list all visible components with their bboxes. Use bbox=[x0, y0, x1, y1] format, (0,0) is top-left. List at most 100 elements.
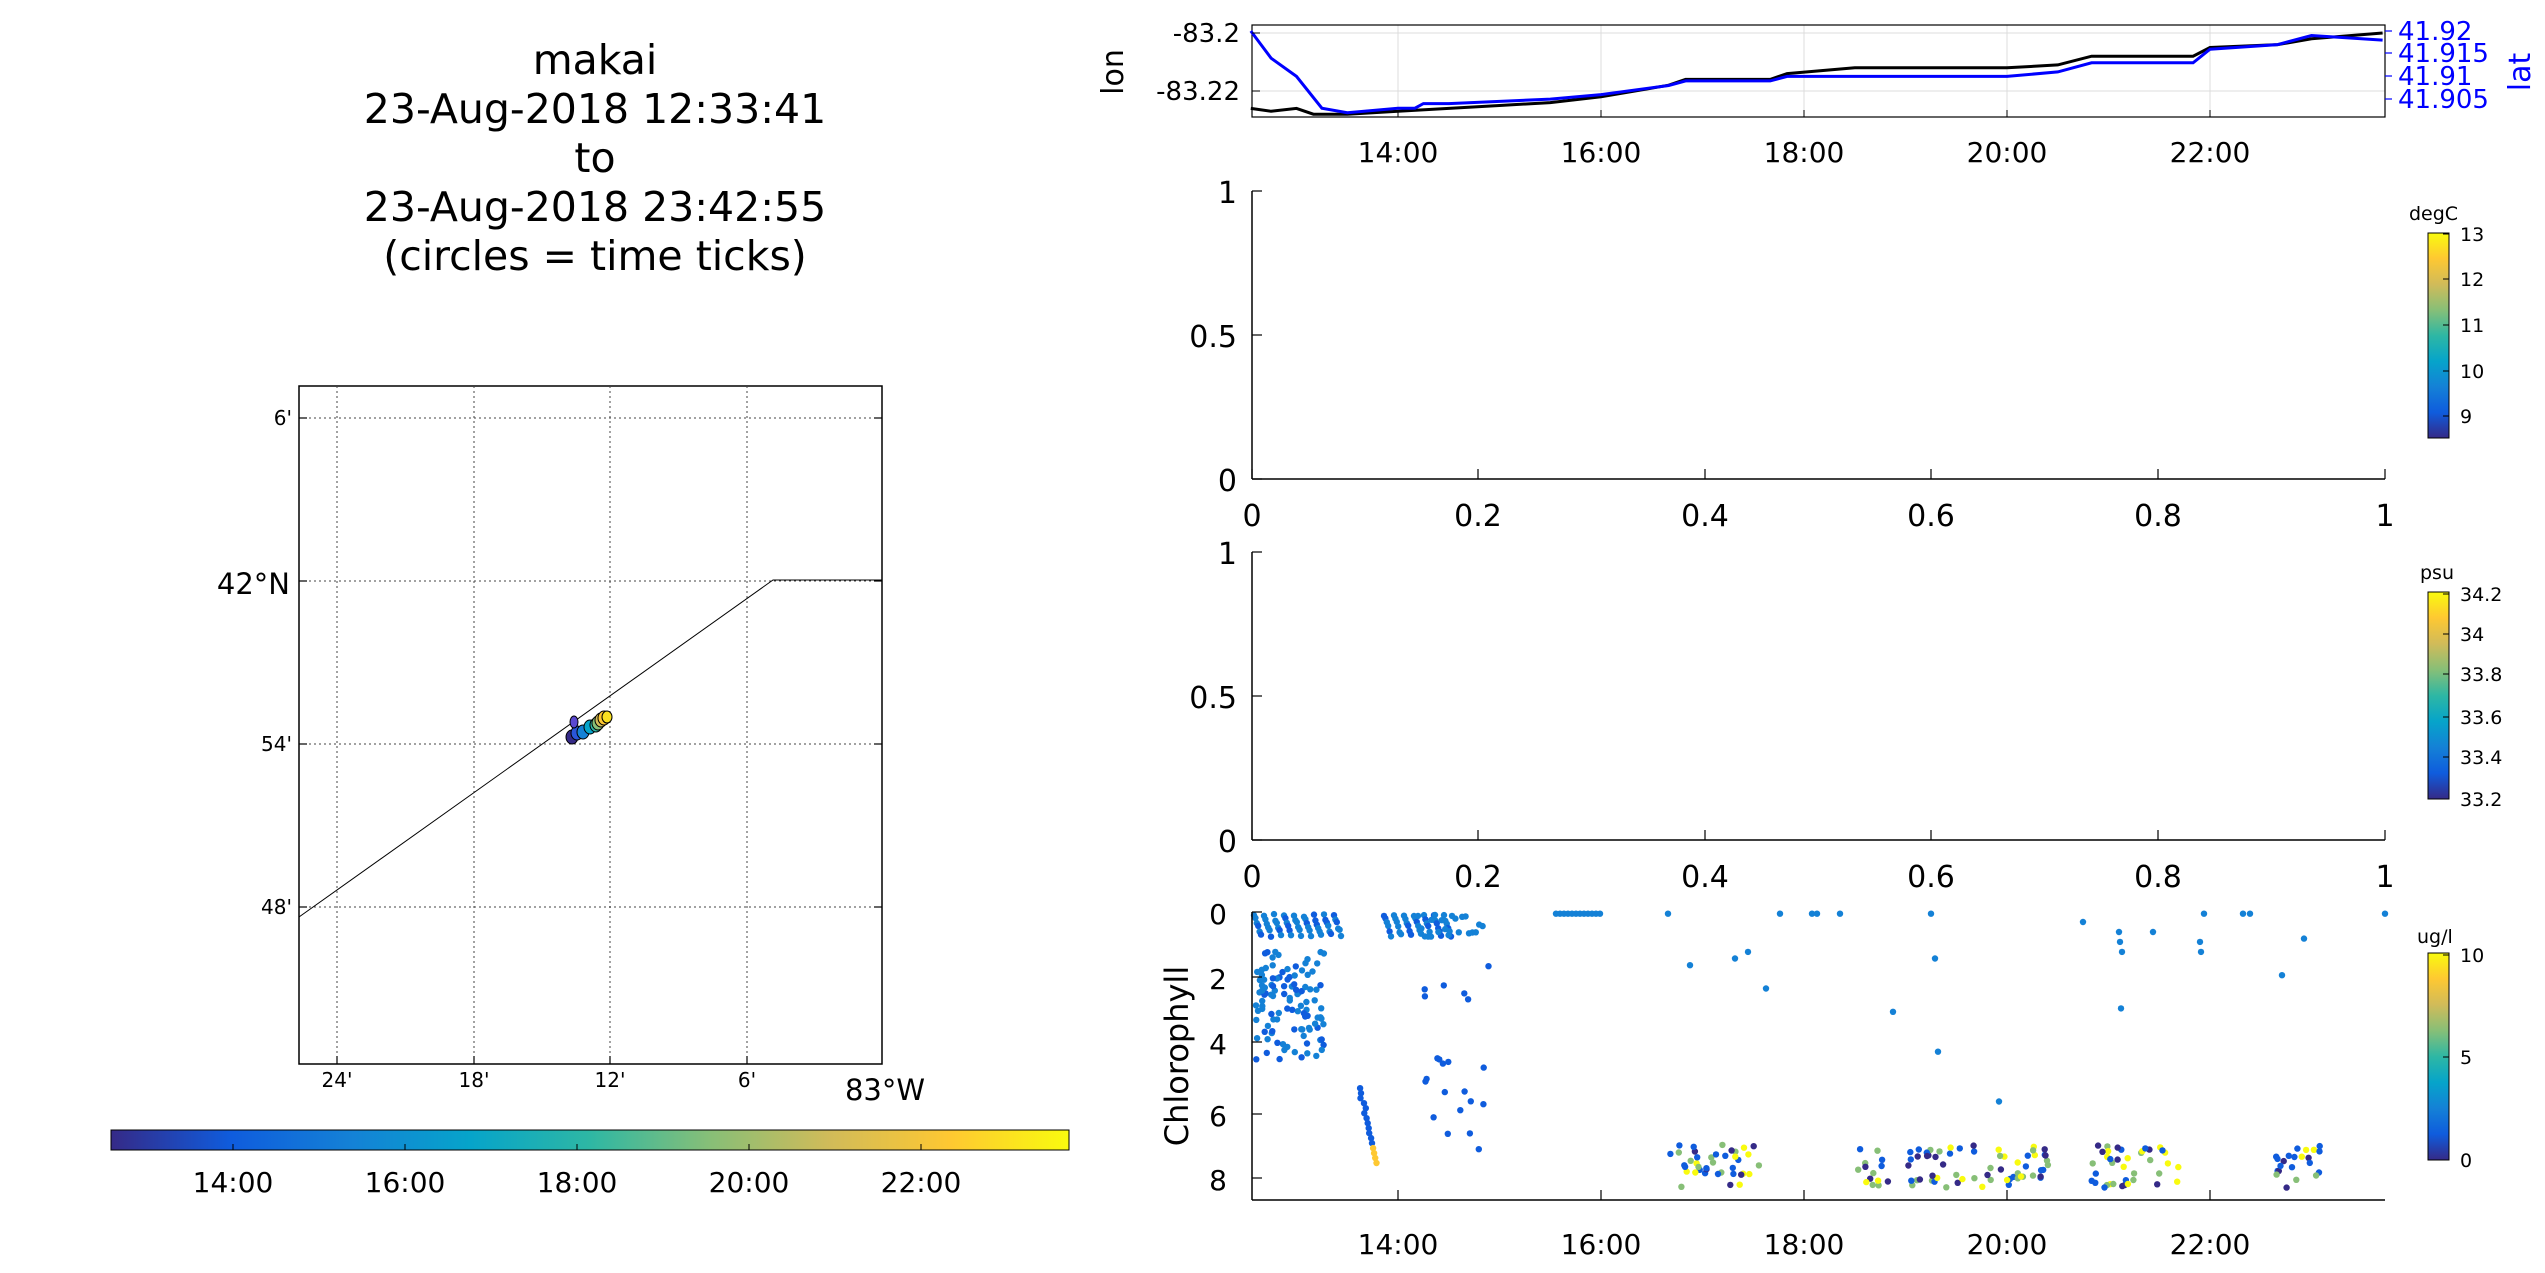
chlorophyll-points bbox=[1250, 910, 2389, 1191]
lon-tick-label: -83.2 bbox=[1173, 19, 1240, 49]
chlorophyll-point bbox=[1269, 1028, 1276, 1035]
chlorophyll-point bbox=[1736, 1181, 1743, 1188]
chlorophyll-point bbox=[1284, 1005, 1291, 1012]
lat-series-line bbox=[1249, 30, 2383, 115]
chlorophyll-point bbox=[1361, 1110, 1368, 1117]
chlorophyll-point bbox=[1907, 1148, 1914, 1156]
lonlat-frame bbox=[1251, 24, 2386, 118]
chlorophyll-point bbox=[2089, 1160, 2096, 1167]
chlorophyll-point bbox=[1439, 1060, 1447, 1067]
chlorophyll-point bbox=[1318, 1036, 1325, 1043]
chlorophyll-point bbox=[1480, 1101, 1487, 1108]
chlorophyll-point bbox=[1703, 1165, 1710, 1172]
x-tick-label: 0.4 bbox=[1681, 860, 1729, 895]
chlorophyll-point bbox=[1369, 1144, 1377, 1152]
chlorophyll-point bbox=[1426, 928, 1433, 935]
chlorophyll-point bbox=[1712, 1151, 1720, 1158]
chlorophyll-point bbox=[2316, 1142, 2323, 1150]
chlorophyll-point bbox=[1730, 1170, 1737, 1178]
coastline bbox=[298, 579, 882, 918]
chlorophyll-point bbox=[1317, 982, 1324, 989]
chlorophyll-point bbox=[1253, 1016, 1260, 1024]
map-lat-label: 48' bbox=[261, 895, 292, 919]
chlorophyll-point bbox=[1304, 1050, 1311, 1057]
chlorophyll-point bbox=[1722, 1152, 1729, 1160]
chlorophyll-point bbox=[2029, 1172, 2037, 1179]
chlorophyll-point bbox=[1874, 1147, 1881, 1154]
chlorophyll-point bbox=[1268, 1010, 1275, 1018]
lon-series-line bbox=[1250, 31, 2383, 116]
chlorophyll-point bbox=[1291, 1048, 1299, 1056]
chlorophyll-point bbox=[1307, 932, 1315, 940]
chlorophyll-point bbox=[1273, 919, 1281, 927]
chlorophyll-point bbox=[1263, 1049, 1271, 1057]
chlorophyll-point bbox=[1445, 1058, 1452, 1066]
chlorophyll-point bbox=[2041, 1146, 2048, 1153]
chlorophyll-point bbox=[1385, 922, 1392, 930]
chlorophyll-point bbox=[1296, 926, 1303, 933]
chlorophyll-point bbox=[1298, 987, 1305, 995]
chlorophyll-point bbox=[1252, 1002, 1260, 1009]
chlorophyll-point bbox=[1681, 1162, 1688, 1169]
chlorophyll-point bbox=[1686, 962, 1694, 969]
chlorophyll-point bbox=[1325, 922, 1332, 929]
time-tick-label: 14:00 bbox=[1358, 1228, 1439, 1261]
chlorophyll-point bbox=[1292, 986, 1300, 993]
x-tick-label: 1 bbox=[2375, 860, 2394, 895]
chlorophyll-point bbox=[2291, 1153, 2298, 1161]
chlorophyll-point bbox=[2312, 1172, 2320, 1179]
time-colorbar-tick: 14:00 bbox=[193, 1166, 274, 1199]
chlorophyll-point bbox=[2042, 1152, 2049, 1159]
chlorophyll-point bbox=[2117, 1005, 2125, 1012]
colorbar-unit: degC bbox=[2409, 203, 2458, 225]
chlorophyll-point bbox=[1370, 1149, 1378, 1157]
chlorophyll-point bbox=[1987, 1164, 1994, 1172]
chlorophyll-point bbox=[1870, 1169, 1877, 1177]
chlorophyll-point bbox=[1367, 1134, 1375, 1142]
chlorophyll-point bbox=[1434, 1055, 1441, 1062]
chlorophyll-point bbox=[2288, 1164, 2296, 1171]
chlorophyll-point bbox=[2273, 1171, 2280, 1178]
colorbar-tick: 33.6 bbox=[2460, 707, 2502, 729]
chlorophyll-point bbox=[2116, 938, 2124, 946]
chlorophyll-point bbox=[2274, 1155, 2281, 1163]
title-line-start: 23-Aug-2018 12:33:41 bbox=[363, 85, 827, 133]
map-lon-label: 6' bbox=[738, 1068, 756, 1092]
colorbar-tick: 11 bbox=[2460, 315, 2484, 337]
chlorophyll-point bbox=[1261, 950, 1269, 957]
time-tick-label: 16:00 bbox=[1561, 136, 1642, 169]
chlorophyll-point bbox=[1286, 997, 1294, 1004]
chlorophyll-point bbox=[1317, 931, 1325, 938]
chlorophyll-point bbox=[1694, 1154, 1701, 1161]
chlorophyll-point bbox=[1387, 933, 1395, 940]
chlorophyll-point bbox=[2285, 1152, 2292, 1160]
chlorophyll-point bbox=[2107, 1155, 2114, 1163]
chlorophyll-point bbox=[1268, 991, 1275, 998]
map-lon-label: 83°W bbox=[845, 1073, 925, 1107]
chlorophyll-point bbox=[1259, 997, 1266, 1005]
x-tick-label: 0.2 bbox=[1454, 499, 1502, 534]
chlorophyll-point bbox=[1695, 1163, 1702, 1171]
temperature-colorbar bbox=[2427, 232, 2450, 439]
chlorophyll-point bbox=[1255, 922, 1262, 930]
chlorophyll-point bbox=[1306, 927, 1313, 934]
time-colorbar: 14:00 16:00 18:00 20:00 22:00 bbox=[110, 1129, 1070, 1199]
chlorophyll-point bbox=[1441, 1088, 1449, 1096]
chlorophyll-point bbox=[2156, 1170, 2163, 1177]
chlorophyll-point bbox=[2101, 1184, 2108, 1191]
colorbar-tick: 33.4 bbox=[2460, 747, 2502, 769]
chlorophyll-point bbox=[1462, 913, 1469, 920]
chlorophyll-point bbox=[1744, 948, 1752, 956]
colorbar-tick: 0 bbox=[2460, 1150, 2472, 1172]
chlorophyll-point bbox=[2147, 1156, 2154, 1164]
chlorophyll-point bbox=[1750, 1143, 1757, 1150]
chlorophyll-point bbox=[1277, 931, 1285, 939]
chlorophyll-point bbox=[1956, 1145, 1964, 1152]
chlorophyll-point bbox=[1946, 1150, 1954, 1157]
chlorophyll-point bbox=[1461, 1088, 1468, 1095]
time-colorbar-tick: 20:00 bbox=[709, 1166, 790, 1199]
chlorophyll-point bbox=[1435, 928, 1442, 936]
chlorophyll-point bbox=[1464, 996, 1472, 1003]
chlorophyll-point bbox=[2014, 1159, 2021, 1166]
chlorophyll-point bbox=[1667, 1150, 1674, 1158]
